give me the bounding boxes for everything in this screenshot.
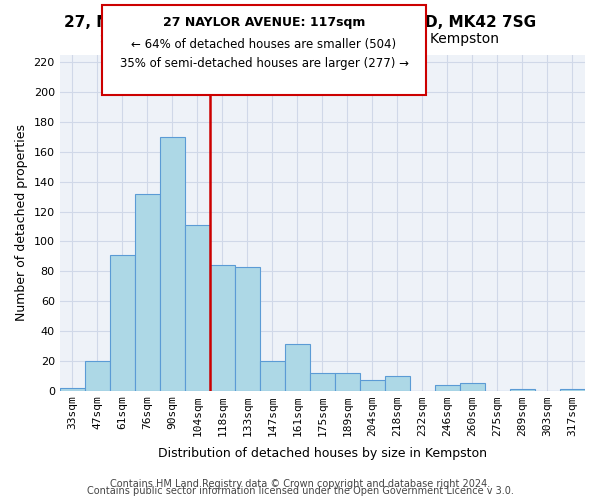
Text: ← 64% of detached houses are smaller (504): ← 64% of detached houses are smaller (50… [131,38,397,51]
Bar [235,267,260,390]
Y-axis label: Number of detached properties: Number of detached properties [15,124,28,322]
Text: 27 NAYLOR AVENUE: 117sqm: 27 NAYLOR AVENUE: 117sqm [163,16,365,29]
Bar [560,389,585,390]
Bar [260,360,285,390]
Bar [335,372,360,390]
Bar [110,255,135,390]
Bar [185,225,210,390]
Bar [160,137,185,390]
Bar [360,380,385,390]
Text: Contains public sector information licensed under the Open Government Licence v : Contains public sector information licen… [86,486,514,496]
Bar [510,389,535,390]
Bar [460,383,485,390]
Text: Size of property relative to detached houses in Kempston: Size of property relative to detached ho… [101,32,499,46]
Bar [135,194,160,390]
Bar [210,266,235,390]
Bar [85,360,110,390]
Bar [310,372,335,390]
Bar [285,344,310,391]
Text: 27, NAYLOR AVENUE, KEMPSTON, BEDFORD, MK42 7SG: 27, NAYLOR AVENUE, KEMPSTON, BEDFORD, MK… [64,15,536,30]
Bar [59,388,85,390]
X-axis label: Distribution of detached houses by size in Kempston: Distribution of detached houses by size … [158,447,487,460]
Bar [435,384,460,390]
Bar [385,376,410,390]
Text: 35% of semi-detached houses are larger (277) →: 35% of semi-detached houses are larger (… [119,58,409,70]
Text: Contains HM Land Registry data © Crown copyright and database right 2024.: Contains HM Land Registry data © Crown c… [110,479,490,489]
